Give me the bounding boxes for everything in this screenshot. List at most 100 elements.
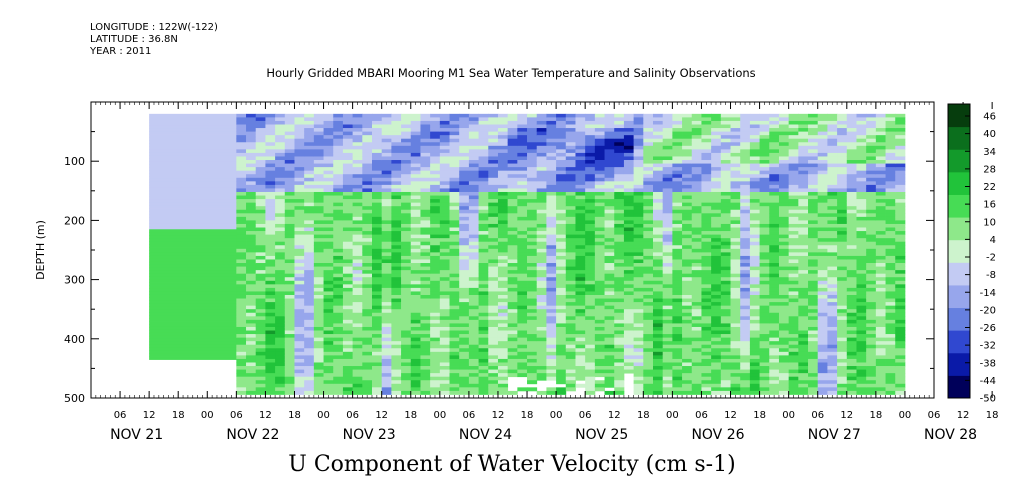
heatmap-cell: [662, 195, 673, 200]
heatmap-cell: [275, 160, 286, 164]
heatmap-cell: [420, 291, 431, 296]
heatmap-cell: [439, 294, 450, 299]
heatmap-cell: [294, 199, 305, 204]
heatmap-cell: [546, 255, 557, 260]
heatmap-cell: [672, 135, 683, 140]
heatmap-cell: [817, 298, 828, 303]
heatmap-cell: [778, 163, 790, 168]
heatmap-cell: [284, 170, 295, 175]
heatmap-cell: [236, 387, 247, 392]
heatmap-cell: [730, 287, 741, 292]
heatmap-cell: [798, 337, 809, 342]
heatmap-cell: [546, 280, 557, 285]
heatmap-cell: [391, 216, 402, 221]
heatmap-cell: [817, 177, 828, 182]
heatmap-cell: [420, 238, 431, 243]
heatmap-cell: [323, 373, 334, 378]
heatmap-cell: [275, 358, 286, 363]
heatmap-cell: [720, 319, 731, 324]
heatmap-cell: [778, 341, 790, 346]
heatmap-cell: [653, 326, 664, 331]
heatmap-cell: [594, 291, 605, 296]
heatmap-cell: [149, 291, 237, 295]
heatmap-cell: [284, 362, 295, 367]
heatmap-cell: [778, 351, 790, 356]
heatmap-cell: [255, 216, 266, 221]
heatmap-cell: [749, 390, 760, 395]
heatmap-cell: [401, 209, 412, 214]
heatmap-cell: [778, 348, 790, 353]
heatmap-cell: [410, 163, 421, 168]
heatmap-cell: [662, 280, 673, 285]
heatmap-cell: [769, 298, 780, 303]
heatmap-cell: [808, 131, 819, 136]
heatmap-cell: [682, 383, 693, 388]
heatmap-cell: [488, 142, 499, 147]
heatmap-cell: [517, 302, 528, 307]
heatmap-cell: [497, 273, 509, 278]
heatmap-cell: [149, 264, 237, 269]
heatmap-cell: [740, 351, 751, 356]
heatmap-cell: [420, 213, 431, 218]
heatmap-cell: [362, 138, 373, 143]
heatmap-cell: [691, 376, 702, 381]
heatmap-cell: [342, 348, 354, 353]
heatmap-cell: [468, 252, 479, 257]
heatmap-cell: [333, 202, 344, 207]
heatmap-cell: [410, 376, 421, 381]
heatmap-cell: [575, 341, 586, 346]
heatmap-cell: [401, 124, 412, 129]
heatmap-cell: [565, 369, 576, 374]
heatmap-cell: [362, 319, 373, 324]
heatmap-cell: [798, 238, 809, 243]
heatmap-cell: [769, 390, 780, 395]
heatmap-cell: [255, 177, 266, 182]
heatmap-cell: [808, 199, 819, 204]
heatmap-cell: [284, 387, 295, 392]
heatmap-cell: [643, 202, 654, 207]
heatmap-cell: [468, 309, 479, 314]
heatmap-cell: [662, 319, 673, 324]
heatmap-cell: [294, 376, 305, 381]
heatmap-cell: [304, 369, 315, 374]
heatmap-cell: [362, 273, 373, 278]
heatmap-cell: [323, 266, 334, 271]
heatmap-cell: [381, 298, 392, 303]
heatmap-cell: [275, 351, 286, 356]
heatmap-cell: [391, 131, 402, 136]
heatmap-cell: [730, 145, 741, 150]
heatmap-cell: [391, 227, 402, 232]
heatmap-cell: [527, 291, 538, 296]
heatmap-cell: [342, 163, 354, 168]
heatmap-cell: [294, 387, 305, 392]
heatmap-cell: [808, 280, 819, 285]
heatmap-cell: [585, 216, 596, 221]
heatmap-cell: [333, 362, 344, 367]
heatmap-cell: [430, 238, 441, 243]
heatmap-cell: [604, 131, 615, 136]
heatmap-cell: [401, 312, 412, 317]
heatmap-cell: [313, 199, 324, 204]
heatmap-cell: [420, 284, 431, 289]
heatmap-cell: [720, 234, 731, 239]
heatmap-cell: [362, 334, 373, 339]
heatmap-cell: [488, 131, 499, 136]
heatmap-cell: [488, 163, 499, 168]
heatmap-cell: [507, 312, 518, 317]
heatmap-cell: [333, 220, 344, 225]
heatmap-cell: [468, 227, 479, 232]
heatmap-cell: [439, 131, 450, 136]
heatmap-cell: [401, 135, 412, 140]
heatmap-cell: [304, 302, 315, 307]
heatmap-cell: [594, 348, 605, 353]
heatmap-cell: [662, 387, 673, 392]
heatmap-cell: [730, 362, 741, 367]
heatmap-cell: [323, 294, 334, 299]
heatmap-cell: [284, 351, 295, 356]
heatmap-cell: [352, 163, 363, 168]
heatmap-cell: [682, 280, 693, 285]
heatmap-cell: [323, 252, 334, 257]
heatmap-cell: [236, 373, 247, 378]
heatmap-cell: [352, 312, 363, 317]
heatmap-cell: [333, 142, 344, 147]
